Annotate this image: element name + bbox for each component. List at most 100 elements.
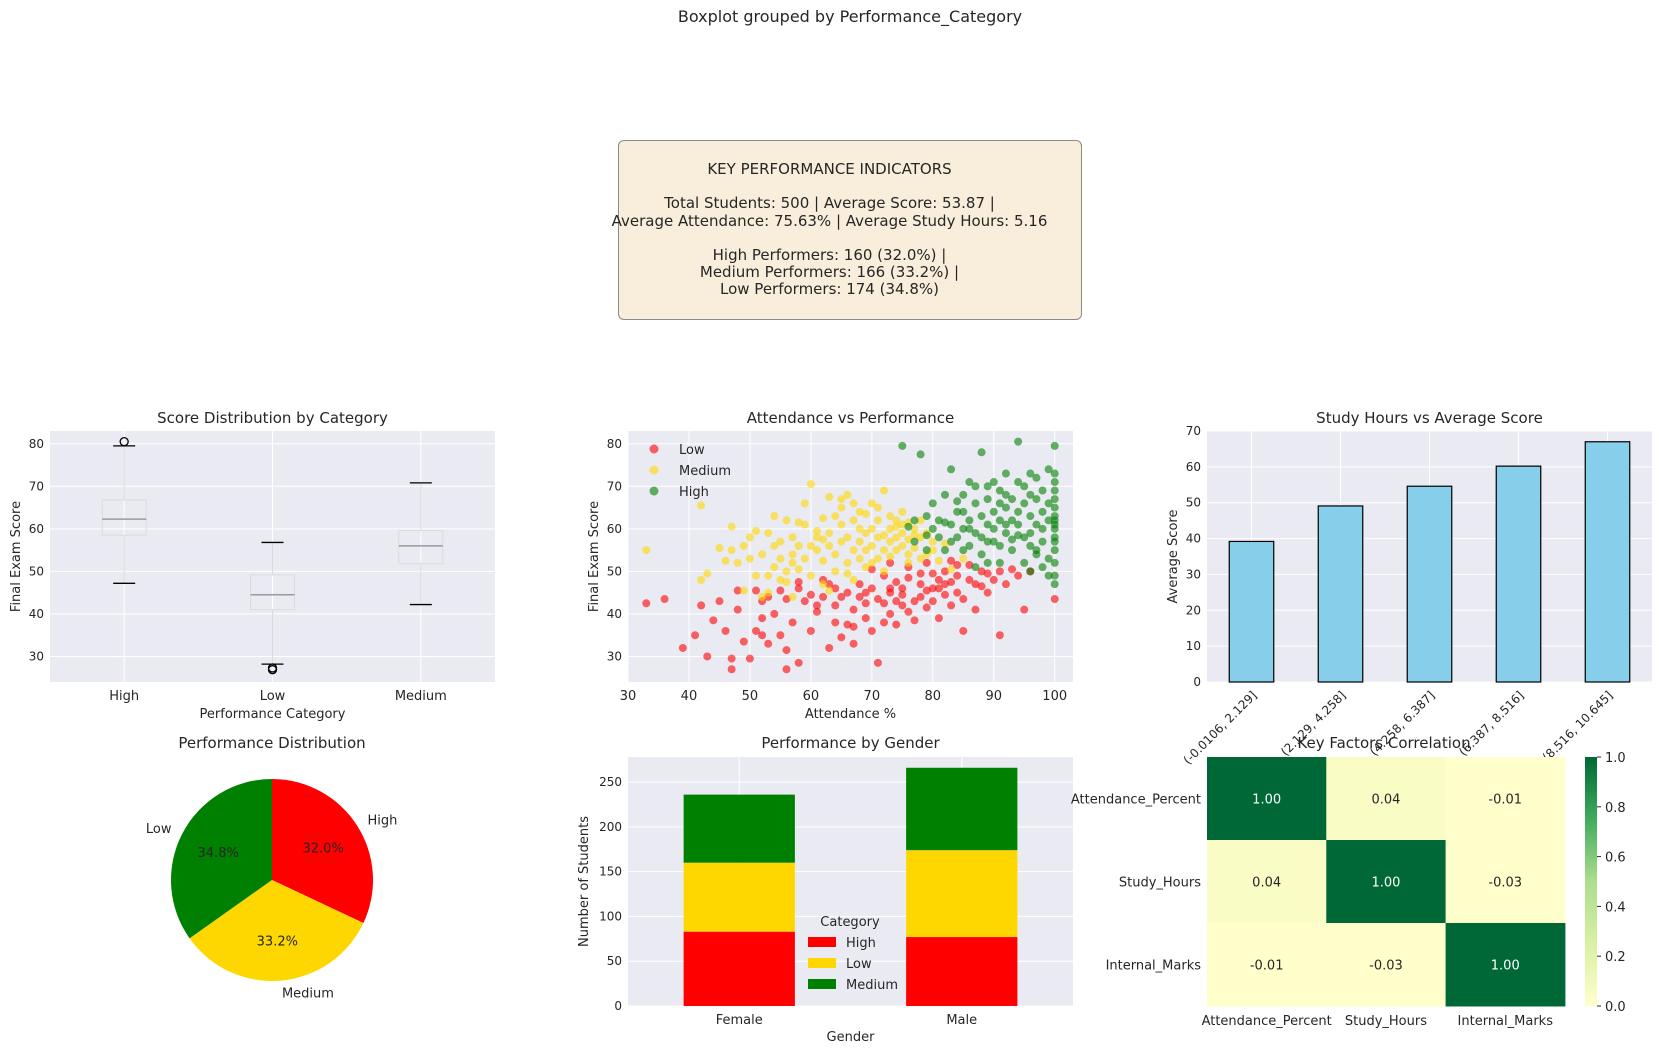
scatter-point-low xyxy=(940,580,949,589)
scatter-point-medium xyxy=(904,535,913,544)
scatter-point-low xyxy=(916,592,925,601)
scatter-point-high xyxy=(989,507,998,516)
scatter-point-low xyxy=(886,609,895,618)
scatter-point-medium xyxy=(867,499,876,508)
scatter-point-medium xyxy=(867,558,876,567)
scatter-point-medium xyxy=(831,512,840,521)
scatter-title: Attendance vs Performance xyxy=(747,409,954,427)
scatter-xtick-label: 70 xyxy=(864,689,881,704)
scatter-point-medium xyxy=(800,520,809,529)
scatter-point-medium xyxy=(819,556,828,565)
scatter-point-low xyxy=(953,571,962,580)
scatter-point-medium xyxy=(886,537,895,546)
heatmap-value: 1.00 xyxy=(1491,959,1520,974)
box-xtick-label: Medium xyxy=(395,689,447,704)
scatter-point-low xyxy=(947,578,956,587)
scatter-point-medium xyxy=(800,554,809,563)
scatter-point-medium xyxy=(904,558,913,567)
scatter-point-medium xyxy=(947,565,956,574)
scatter-point-low xyxy=(928,584,937,593)
stack-legend-label: Medium xyxy=(846,978,898,993)
scatter-point-medium xyxy=(886,524,895,533)
scatter-point-medium xyxy=(812,526,821,535)
scatter-point-high xyxy=(965,541,974,550)
scatter-point-medium xyxy=(758,592,767,601)
scatter-point-high xyxy=(989,478,998,487)
scatter-point-low xyxy=(873,658,882,667)
stack-ytick-label: 100 xyxy=(599,909,622,923)
scatter-point-medium xyxy=(855,524,864,533)
heatmap-cell xyxy=(1326,840,1447,924)
scatter-point-high xyxy=(1050,558,1059,567)
heatmap-value: -0.01 xyxy=(1250,959,1284,974)
scatter-point-medium xyxy=(794,541,803,550)
scatter-point-medium xyxy=(880,486,889,495)
bar-ytick-label: 40 xyxy=(1186,532,1201,546)
scatter-point-high xyxy=(1050,546,1059,555)
scatter-point-low xyxy=(953,561,962,570)
heatmap-value: -0.03 xyxy=(1488,876,1522,891)
scatter-point-medium xyxy=(819,535,828,544)
heatmap-cell xyxy=(1207,757,1327,841)
scatter-point-high xyxy=(940,546,949,555)
scatter-ytick-label: 60 xyxy=(607,522,622,536)
colorbar-tick-label: 0.8 xyxy=(1605,801,1626,816)
scatter-point-low xyxy=(867,565,876,574)
scatter-point-high xyxy=(1032,520,1041,529)
scatter-point-high xyxy=(1008,535,1017,544)
scatter-point-low xyxy=(831,584,840,593)
scatter-point-high xyxy=(1014,520,1023,529)
scatter-point-low xyxy=(831,601,840,610)
scatter-point-medium xyxy=(880,546,889,555)
scatter-point-high xyxy=(1020,533,1029,542)
stack-ytick-label: 0 xyxy=(614,999,622,1013)
scatter-point-high xyxy=(995,541,1004,550)
scatter-point-medium xyxy=(892,522,901,531)
heatmap-cell xyxy=(1445,840,1566,924)
gender-stacked-bar-chart: 0 50 100 150 200 250 Female Male Category High Low… xyxy=(577,734,1073,1045)
scatter-point-high xyxy=(1038,507,1047,516)
scatter-point-medium xyxy=(873,516,882,525)
scatter-point-low xyxy=(861,614,870,623)
scatter-point-medium xyxy=(940,539,949,548)
stack-ylabel: Number of Students xyxy=(577,816,592,947)
scatter-point-high xyxy=(1014,531,1023,540)
scatter-point-low xyxy=(837,633,846,642)
stack-ytick-label: 50 xyxy=(607,954,622,968)
scatter-point-medium xyxy=(916,516,925,525)
scatter-point-high xyxy=(947,537,956,546)
scatter-point-high xyxy=(1050,520,1059,529)
scatter-point-high xyxy=(1032,473,1041,482)
box-ytick-label: 70 xyxy=(29,479,44,493)
scatter-point-high xyxy=(953,533,962,542)
scatter-point-low xyxy=(965,575,974,584)
scatter-point-medium xyxy=(843,490,852,499)
heatmap-row-label: Internal_Marks xyxy=(1106,959,1202,974)
bar-rect xyxy=(1584,441,1631,683)
stack-ytick-label: 150 xyxy=(599,865,622,879)
heatmap-cell xyxy=(1326,923,1447,1007)
heatmap-cell xyxy=(1207,923,1327,1007)
scatter-point-low xyxy=(752,626,761,635)
scatter-point-low xyxy=(825,580,834,589)
scatter-point-medium xyxy=(831,567,840,576)
scatter-point-high xyxy=(965,516,974,525)
pie-slice-label: Medium xyxy=(282,987,334,1002)
scatter-point-medium xyxy=(733,558,742,567)
scatter-point-high xyxy=(928,499,937,508)
scatter-point-medium xyxy=(855,507,864,516)
scatter-point-high xyxy=(1050,495,1059,504)
scatter-point-high xyxy=(953,497,962,506)
scatter-point-low xyxy=(965,561,974,570)
colorbar xyxy=(1585,757,1597,1006)
heatmap-cell xyxy=(1445,757,1566,841)
scatter-point-medium xyxy=(898,507,907,516)
scatter-legend-marker xyxy=(649,465,659,475)
scatter-point-medium xyxy=(697,575,706,584)
scatter-plot-area xyxy=(628,431,1073,682)
scatter-point-high xyxy=(1038,486,1047,495)
scatter-ylabel: Final Exam Score xyxy=(587,501,602,612)
scatter-point-high xyxy=(989,524,998,533)
suptitle: Boxplot grouped by Performance_Category xyxy=(678,7,1022,27)
scatter-point-low xyxy=(733,586,742,595)
